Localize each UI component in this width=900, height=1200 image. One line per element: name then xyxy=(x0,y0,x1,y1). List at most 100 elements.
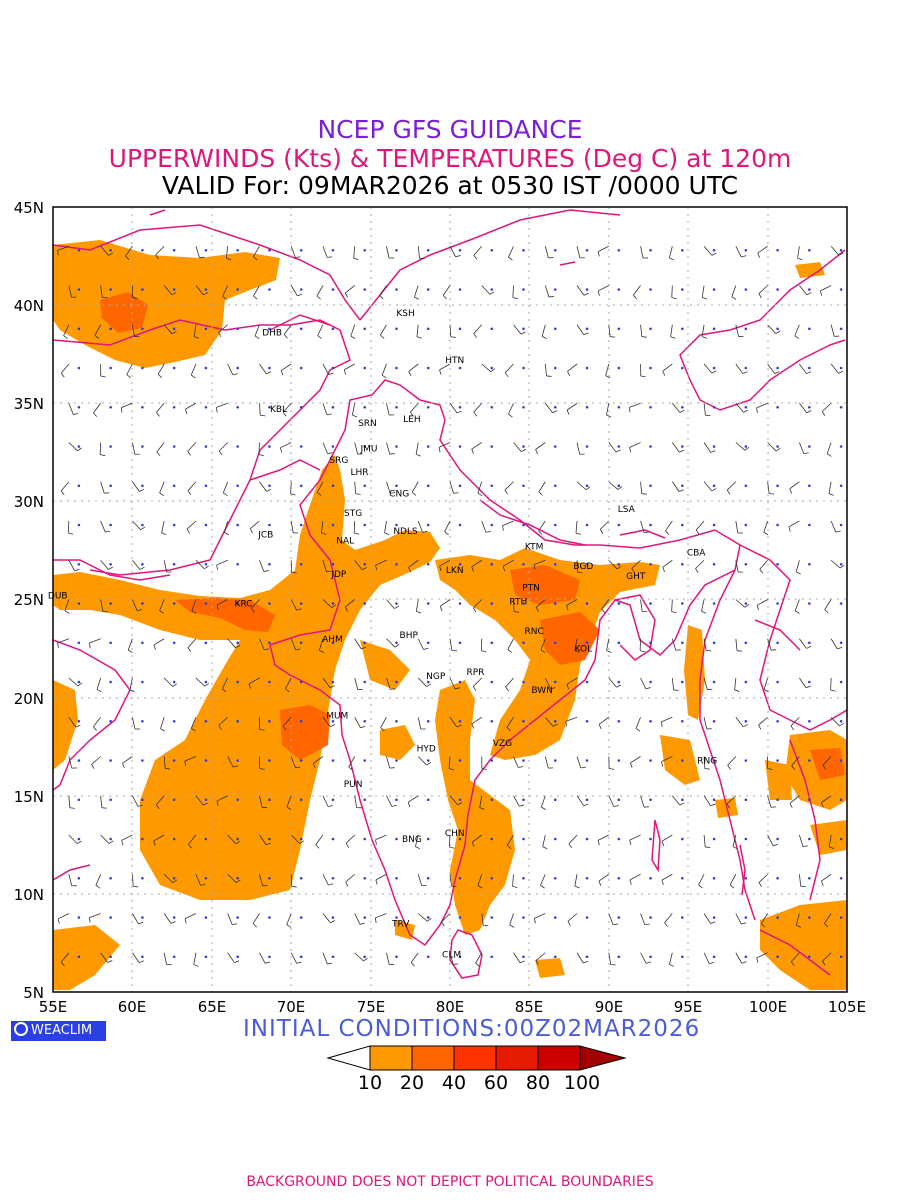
wind-barb xyxy=(830,324,843,337)
wind-barb xyxy=(821,402,843,416)
wind-barb xyxy=(471,559,494,572)
wind-barb xyxy=(735,952,748,964)
wind-barb xyxy=(735,599,750,608)
wind-barb xyxy=(830,716,844,727)
wind-barb xyxy=(538,520,557,535)
wind-barb xyxy=(540,795,557,810)
wind-barb xyxy=(544,756,557,769)
wind-barb xyxy=(184,756,208,766)
wind-barb xyxy=(635,717,652,732)
wind-barb xyxy=(57,638,81,648)
wind-barb xyxy=(799,638,812,649)
wind-barb xyxy=(100,285,112,299)
wind-barb xyxy=(415,834,430,850)
lon-axis-labels: 55E 60E 65E 70E 75E 80E 85E 90E 95E 100E… xyxy=(39,998,866,1016)
wind-barb xyxy=(824,599,843,614)
wind-barb xyxy=(89,638,112,649)
wind-barb xyxy=(195,246,208,259)
wind-barb xyxy=(222,285,239,300)
wind-barb xyxy=(223,520,239,536)
wind-barb xyxy=(767,324,781,334)
wind-barb xyxy=(566,402,589,415)
wind-barb xyxy=(100,599,112,612)
wind-barb xyxy=(322,952,335,965)
wind-barb xyxy=(639,638,652,653)
wind-barb xyxy=(799,403,812,414)
wind-barb xyxy=(315,834,335,849)
lat-label: 25N xyxy=(14,591,44,609)
title-line-2: UPPERWINDS (Kts) & TEMPERATURES (Deg C) … xyxy=(108,144,792,173)
wind-barb xyxy=(259,481,272,492)
wind-barb xyxy=(703,677,716,690)
lon-label: 55E xyxy=(39,998,68,1016)
wind-barb xyxy=(227,638,241,649)
wind-barb xyxy=(512,285,525,300)
wind-barb xyxy=(640,795,652,808)
wind-barb xyxy=(159,481,176,496)
wind-barb xyxy=(540,874,557,889)
city-label: NDLS xyxy=(393,527,418,537)
wind-barb xyxy=(576,324,589,336)
wind-barb xyxy=(574,874,589,889)
wind-barb xyxy=(565,716,589,727)
wind-barb xyxy=(414,285,430,300)
wind-barb xyxy=(798,834,811,847)
wind-barb xyxy=(544,285,557,298)
wind-barb xyxy=(195,874,208,886)
city-label: BNG xyxy=(402,835,422,845)
wind-barb xyxy=(508,246,525,261)
wind-barb xyxy=(290,560,303,574)
wind-barb xyxy=(100,245,114,256)
lat-label: 5N xyxy=(23,984,44,1002)
city-label: JCB xyxy=(257,531,273,541)
wind-barb xyxy=(153,638,176,650)
wind-barb xyxy=(216,402,239,413)
wind-barb xyxy=(384,520,398,536)
lon-label: 100E xyxy=(749,998,787,1016)
wind-barb xyxy=(606,403,621,418)
wind-barb xyxy=(163,756,176,770)
wind-barb xyxy=(259,717,271,731)
wind-barb xyxy=(68,834,82,844)
legend-label: 60 xyxy=(484,1072,508,1094)
wind-barb xyxy=(671,638,684,651)
lat-label: 20N xyxy=(14,690,44,708)
wind-barb xyxy=(449,246,462,258)
wind-barb xyxy=(481,285,495,295)
wind-barb xyxy=(794,324,811,339)
wind-barb xyxy=(259,638,271,651)
wind-barb xyxy=(163,324,177,335)
wind-barb xyxy=(477,874,494,889)
wind-barb xyxy=(763,677,779,693)
city-label: BGD xyxy=(573,562,593,572)
wind-barb xyxy=(576,442,589,455)
city-label: NGP xyxy=(426,672,446,682)
wind-barb xyxy=(386,795,398,807)
city-label: KOL xyxy=(575,645,593,655)
wind-barb xyxy=(726,481,748,495)
wind-barb xyxy=(628,402,652,413)
wind-barb xyxy=(185,402,208,414)
wind-barb xyxy=(791,756,811,770)
wind-barb xyxy=(259,991,260,992)
wind-barb xyxy=(566,599,589,611)
wind-barb xyxy=(576,952,589,964)
wind-barb xyxy=(64,599,81,614)
lon-label: 60E xyxy=(118,998,147,1016)
wind-barb xyxy=(703,442,716,453)
wind-barb xyxy=(735,520,748,534)
wind-barb xyxy=(253,285,271,300)
wind-barb xyxy=(248,677,271,689)
lat-label: 30N xyxy=(14,493,44,511)
city-label: DHB xyxy=(262,329,282,339)
wind-barb xyxy=(640,481,652,495)
wind-barb xyxy=(828,834,843,849)
wind-barb xyxy=(126,363,144,379)
wind-barb xyxy=(795,560,811,575)
wind-barb xyxy=(824,913,843,928)
wind-barb xyxy=(790,952,811,966)
wind-barb xyxy=(672,795,685,806)
wind-barb xyxy=(608,481,623,490)
city-label: CLM xyxy=(442,951,461,961)
